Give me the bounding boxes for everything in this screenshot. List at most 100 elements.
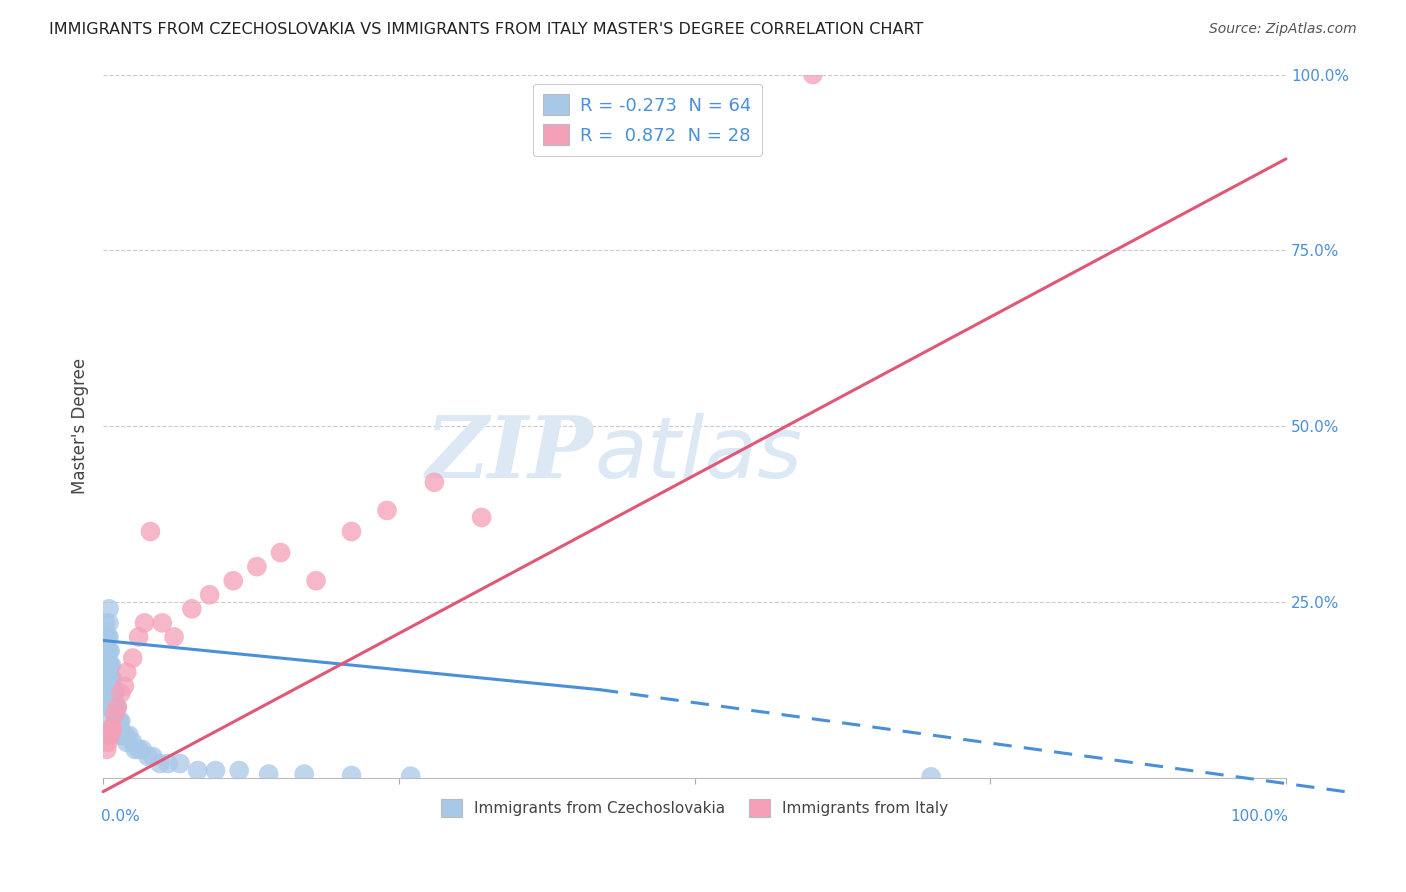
Point — [101, 722, 124, 736]
Point — [103, 700, 125, 714]
Point — [103, 686, 125, 700]
Text: Source: ZipAtlas.com: Source: ZipAtlas.com — [1209, 22, 1357, 37]
Point — [98, 630, 121, 644]
Point — [98, 700, 121, 714]
Point — [115, 735, 138, 749]
Point — [101, 686, 124, 700]
Point — [139, 524, 162, 539]
Point — [107, 714, 129, 729]
Point — [101, 672, 124, 686]
Point — [96, 630, 118, 644]
Point — [98, 714, 121, 729]
Point — [136, 749, 159, 764]
Point — [105, 700, 128, 714]
Point — [98, 686, 121, 700]
Point — [246, 559, 269, 574]
Point — [131, 742, 153, 756]
Point — [101, 700, 124, 714]
Point — [112, 728, 135, 742]
Point — [121, 651, 143, 665]
Point — [98, 602, 121, 616]
Point — [105, 714, 128, 729]
Point — [94, 615, 117, 630]
Point — [204, 764, 226, 778]
Point — [124, 742, 146, 756]
Point — [98, 658, 121, 673]
Point — [121, 735, 143, 749]
Point — [104, 700, 127, 714]
Point — [180, 602, 202, 616]
Point — [100, 700, 122, 714]
Point — [112, 728, 135, 742]
Point — [97, 630, 120, 644]
Point — [128, 742, 150, 756]
Point — [163, 630, 186, 644]
Point — [110, 714, 132, 729]
Point — [128, 630, 150, 644]
Point — [228, 764, 250, 778]
Point — [169, 756, 191, 771]
Point — [198, 588, 221, 602]
Point — [96, 742, 118, 756]
Point — [110, 728, 132, 742]
Point — [98, 686, 121, 700]
Point — [98, 672, 121, 686]
Point — [105, 700, 128, 714]
Point — [98, 728, 121, 742]
Point — [134, 615, 156, 630]
Legend: Immigrants from Czechoslovakia, Immigrants from Italy: Immigrants from Czechoslovakia, Immigran… — [434, 793, 955, 822]
Point — [105, 700, 128, 714]
Point — [375, 503, 398, 517]
Text: IMMIGRANTS FROM CZECHOSLOVAKIA VS IMMIGRANTS FROM ITALY MASTER'S DEGREE CORRELAT: IMMIGRANTS FROM CZECHOSLOVAKIA VS IMMIGR… — [49, 22, 924, 37]
Point — [801, 68, 824, 82]
Text: ZIP: ZIP — [426, 412, 593, 496]
Point — [104, 707, 127, 722]
Point — [108, 714, 131, 729]
Point — [142, 749, 165, 764]
Point — [187, 764, 209, 778]
Point — [114, 728, 136, 742]
Point — [98, 644, 121, 658]
Point — [340, 524, 363, 539]
Point — [118, 728, 141, 742]
Point — [98, 700, 121, 714]
Point — [98, 728, 121, 742]
Point — [399, 769, 422, 783]
Point — [98, 644, 121, 658]
Point — [920, 770, 942, 784]
Point — [98, 615, 121, 630]
Point — [471, 510, 494, 524]
Point — [111, 728, 134, 742]
Point — [100, 672, 122, 686]
Y-axis label: Master's Degree: Master's Degree — [72, 358, 89, 494]
Point — [157, 756, 180, 771]
Point — [96, 644, 118, 658]
Text: atlas: atlas — [593, 413, 801, 496]
Point — [110, 686, 132, 700]
Point — [97, 658, 120, 673]
Point — [100, 722, 122, 736]
Point — [150, 615, 173, 630]
Text: 100.0%: 100.0% — [1230, 809, 1288, 824]
Point — [98, 658, 121, 673]
Point — [305, 574, 328, 588]
Point — [257, 767, 280, 781]
Point — [98, 728, 121, 742]
Point — [97, 672, 120, 686]
Point — [292, 767, 315, 781]
Point — [97, 644, 120, 658]
Point — [112, 679, 135, 693]
Point — [97, 735, 120, 749]
Point — [340, 768, 363, 782]
Point — [149, 756, 172, 771]
Point — [104, 686, 127, 700]
Point — [115, 665, 138, 679]
Point — [270, 546, 292, 560]
Point — [104, 714, 127, 729]
Point — [423, 475, 446, 490]
Point — [98, 672, 121, 686]
Point — [100, 686, 122, 700]
Point — [222, 574, 245, 588]
Text: 0.0%: 0.0% — [101, 809, 139, 824]
Point — [100, 658, 122, 673]
